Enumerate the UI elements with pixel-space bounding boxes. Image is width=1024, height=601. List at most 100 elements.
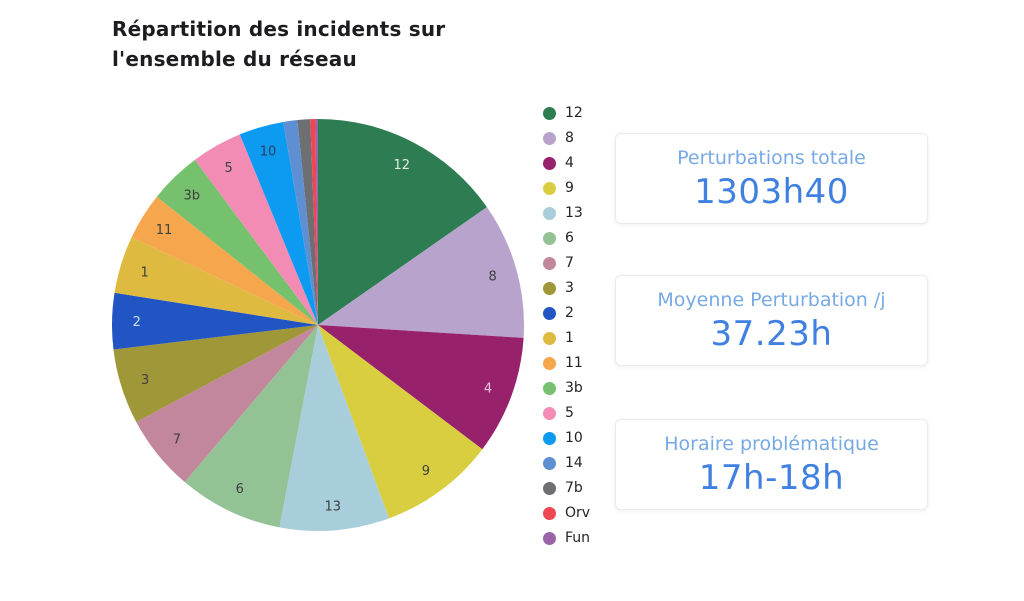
legend-dot-9: [543, 181, 556, 195]
legend-dot-6: [543, 231, 556, 245]
legend-label-6: 6: [565, 230, 574, 246]
legend-item-Orv[interactable]: Orv: [543, 503, 590, 523]
pie-slice-label-3b: 3b: [184, 188, 201, 203]
pie-slice-Orv[interactable]: [310, 119, 318, 326]
legend-dot-1: [543, 331, 556, 345]
pie-slice-14[interactable]: [283, 120, 318, 325]
pie-slice-label-10: 10: [260, 144, 277, 159]
legend-item-6[interactable]: 6: [543, 228, 590, 248]
legend-dot-11: [543, 356, 556, 370]
pie-slice-label-6: 6: [236, 482, 244, 497]
pie-slice-12[interactable]: [318, 119, 487, 325]
page-title-line1: Répartition des incidents sur: [112, 17, 446, 41]
stat-label: Moyenne Perturbation /j: [657, 289, 886, 311]
legend-dot-12: [543, 106, 556, 120]
legend-label-13: 13: [565, 205, 583, 221]
legend-dot-14: [543, 456, 556, 470]
legend-label-5: 5: [565, 405, 574, 421]
pie-slice-13[interactable]: [279, 325, 389, 531]
pie-slice-Fun[interactable]: [315, 119, 318, 325]
legend-label-7: 7: [565, 255, 574, 271]
legend-dot-13: [543, 206, 556, 220]
legend-label-12: 12: [565, 105, 583, 121]
pie-slice-10[interactable]: [239, 121, 318, 326]
legend-label-3: 3: [565, 280, 574, 296]
stat-label: Horaire problématique: [664, 433, 879, 455]
stat-card-moyenne-perturbation: Moyenne Perturbation /j 37.23h: [615, 275, 928, 366]
legend-item-Fun[interactable]: Fun: [543, 528, 590, 548]
legend-dot-Orv: [543, 506, 556, 520]
legend-item-12[interactable]: 12: [543, 103, 590, 123]
legend-label-9: 9: [565, 180, 574, 196]
legend-item-5[interactable]: 5: [543, 403, 590, 423]
pie-slice-label-7: 7: [173, 432, 181, 447]
pie-slice-7[interactable]: [136, 325, 318, 483]
legend-label-14: 14: [565, 455, 583, 471]
pie-slice-label-12: 12: [394, 158, 411, 173]
pie-slice-label-9: 9: [422, 464, 430, 479]
legend-label-8: 8: [565, 130, 574, 146]
pie-slice-label-4: 4: [484, 382, 492, 397]
pie-slice-label-5: 5: [225, 161, 233, 176]
chart-legend: 12 8 4 9 13 6 7 3 2 1 11 3b 5 10 14 7b Orv Fun: [543, 103, 590, 548]
pie-slice-label-11: 11: [156, 223, 173, 238]
legend-item-3b[interactable]: 3b: [543, 378, 590, 398]
legend-label-10: 10: [565, 430, 583, 446]
legend-dot-5: [543, 406, 556, 420]
legend-label-7b: 7b: [565, 480, 583, 496]
stat-value: 17h-18h: [698, 458, 845, 498]
legend-label-11: 11: [565, 355, 583, 371]
pie-slice-label-1: 1: [141, 265, 149, 280]
legend-item-7b[interactable]: 7b: [543, 478, 590, 498]
pie-slice-2[interactable]: [112, 292, 318, 350]
pie-slice-3b[interactable]: [156, 159, 318, 325]
pie-slice-11[interactable]: [131, 196, 318, 325]
stat-card-horaire-problematique: Horaire problématique 17h-18h: [615, 419, 928, 510]
legend-dot-10: [543, 431, 556, 445]
pie-slice-5[interactable]: [194, 134, 318, 325]
pie-slice-label-3: 3: [141, 373, 149, 388]
legend-item-9[interactable]: 9: [543, 178, 590, 198]
legend-label-1: 1: [565, 330, 574, 346]
legend-item-10[interactable]: 10: [543, 428, 590, 448]
pie-slice-4[interactable]: [318, 325, 524, 450]
legend-dot-3: [543, 281, 556, 295]
pie-slice-3[interactable]: [113, 325, 318, 422]
legend-dot-7: [543, 256, 556, 270]
legend-label-3b: 3b: [565, 380, 583, 396]
pie-slice-label-8: 8: [488, 270, 496, 285]
page-title: Répartition des incidents sur l'ensemble…: [112, 14, 445, 74]
legend-label-4: 4: [565, 155, 574, 171]
legend-dot-7b: [543, 481, 556, 495]
pie-slice-6[interactable]: [184, 325, 318, 528]
legend-dot-Fun: [543, 531, 556, 545]
legend-label-Orv: Orv: [565, 505, 591, 521]
pie-slice-label-2: 2: [133, 315, 141, 330]
legend-dot-2: [543, 306, 556, 320]
legend-label-Fun: Fun: [565, 530, 591, 546]
legend-item-1[interactable]: 1: [543, 328, 590, 348]
legend-item-7[interactable]: 7: [543, 253, 590, 273]
pie-slice-7b[interactable]: [297, 119, 318, 326]
legend-dot-4: [543, 156, 556, 170]
legend-item-3[interactable]: 3: [543, 278, 590, 298]
stat-label: Perturbations totale: [677, 147, 866, 169]
legend-item-13[interactable]: 13: [543, 203, 590, 223]
pie-slice-9[interactable]: [318, 325, 483, 519]
legend-item-8[interactable]: 8: [543, 128, 590, 148]
pie-slice-8[interactable]: [318, 207, 524, 338]
stat-value: 1303h40: [694, 172, 849, 212]
legend-item-4[interactable]: 4: [543, 153, 590, 173]
legend-item-11[interactable]: 11: [543, 353, 590, 373]
legend-item-14[interactable]: 14: [543, 453, 590, 473]
stat-card-perturbations-totale: Perturbations totale 1303h40: [615, 133, 928, 224]
legend-label-2: 2: [565, 305, 574, 321]
legend-dot-8: [543, 131, 556, 145]
legend-item-2[interactable]: 2: [543, 303, 590, 323]
legend-dot-3b: [543, 381, 556, 395]
stat-value: 37.23h: [710, 314, 833, 354]
pie-slice-label-13: 13: [325, 499, 342, 514]
pie-slice-1[interactable]: [114, 237, 318, 325]
